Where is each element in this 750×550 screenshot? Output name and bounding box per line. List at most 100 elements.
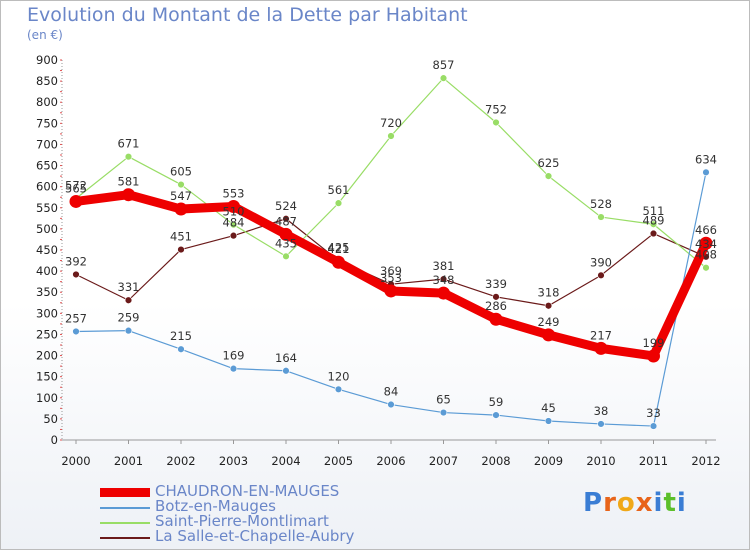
data-label: 318 [538,286,560,300]
data-label: 164 [275,351,297,365]
y-tick-label: 100 [36,391,58,405]
data-point [492,293,500,301]
data-point [492,411,500,419]
y-tick-label: 550 [36,201,58,215]
data-label: 720 [380,116,402,130]
data-point [597,213,605,221]
x-tick-label: 2005 [324,454,353,468]
data-label: 353 [380,271,402,285]
legend-label: La Salle-et-Chapelle-Aubry [155,527,355,545]
data-label: 547 [170,189,192,203]
data-point [439,275,448,283]
data-point [229,364,238,373]
y-tick-label: 400 [36,264,58,278]
data-label: 605 [170,165,192,179]
data-point [334,385,343,394]
data-point [702,168,710,177]
y-tick-label: 200 [36,349,58,363]
y-tick-label: 50 [43,412,58,426]
data-point [69,194,83,208]
data-point [437,286,450,300]
data-label: 65 [436,393,451,407]
data-label: 421 [328,242,350,256]
x-tick-label: 2002 [166,454,195,468]
data-label: 561 [328,183,350,197]
logo-letter: r [603,488,617,518]
data-point [334,199,343,207]
data-label: 511 [643,204,665,218]
data-point [387,132,395,140]
data-point [282,215,290,223]
data-label: 390 [590,255,612,269]
chart-axes: 0 50 100 150 200 250 300 350 400 450 500 550 600 650 7… [36,53,721,468]
y-tick-label: 350 [36,285,58,299]
data-point [332,255,345,269]
data-label: 565 [65,181,87,195]
data-point [72,270,80,279]
data-point [124,326,133,335]
y-tick-label: 300 [36,306,58,320]
proxiti-logo: Proxiti [583,488,687,518]
data-label: 259 [118,311,140,325]
data-point [72,327,80,336]
y-tick-label: 750 [36,116,58,130]
legend-label: CHAUDRON-EN-MAUGES [155,482,340,500]
y-tick-label: 450 [36,243,58,257]
x-tick-label: 2001 [114,454,143,468]
data-point [544,417,553,425]
data-point [124,152,133,161]
data-label: 524 [275,199,297,213]
data-point [597,420,605,428]
data-point [282,252,290,261]
data-point [544,172,553,180]
data-label: 572 [65,178,87,192]
data-label: 257 [65,311,87,325]
legend-swatch [100,488,150,497]
logo-letter: i [676,488,687,518]
y-tick-label: 150 [36,370,58,384]
data-label: 45 [541,401,556,415]
data-label: 348 [433,273,455,287]
y-tick-label: 600 [36,180,58,194]
y-tick-label: 250 [36,327,58,341]
data-point [699,236,713,250]
data-point [177,245,185,254]
data-point [649,422,658,430]
logo-letter: x [635,488,654,518]
data-point [282,367,290,375]
data-point [387,400,395,409]
data-label: 425 [328,241,350,255]
y-tick-label: 650 [36,159,58,173]
y-tick-label: 0 [51,433,58,447]
x-tick-label: 2012 [691,454,720,468]
data-label: 215 [170,329,192,343]
data-label: 33 [646,406,661,420]
x-tick-label: 2010 [586,454,615,468]
data-label: 484 [223,216,245,230]
data-label: 435 [275,236,297,250]
data-point [229,231,238,240]
x-tick-label: 2008 [481,454,510,468]
x-tick-label: 2000 [61,454,90,468]
data-label: 408 [695,248,717,262]
y-tick-label: 500 [36,222,58,236]
data-point [229,220,238,229]
data-point [439,74,448,82]
data-point [177,180,185,189]
data-point [597,271,605,280]
data-label: 752 [485,102,507,116]
data-point [124,296,133,304]
data-label: 217 [590,328,612,342]
data-label: 286 [485,299,507,313]
data-label: 339 [485,277,507,291]
data-label: 369 [380,264,402,278]
data-label: 857 [433,58,455,72]
legend-swatch [100,537,150,539]
data-label: 581 [118,175,140,189]
legend-label: Botz-en-Mauges [155,497,276,515]
legend-swatch [100,522,150,524]
x-tick-label: 2004 [271,454,300,468]
data-label: 487 [275,214,297,228]
x-tick-label: 2011 [639,454,668,468]
